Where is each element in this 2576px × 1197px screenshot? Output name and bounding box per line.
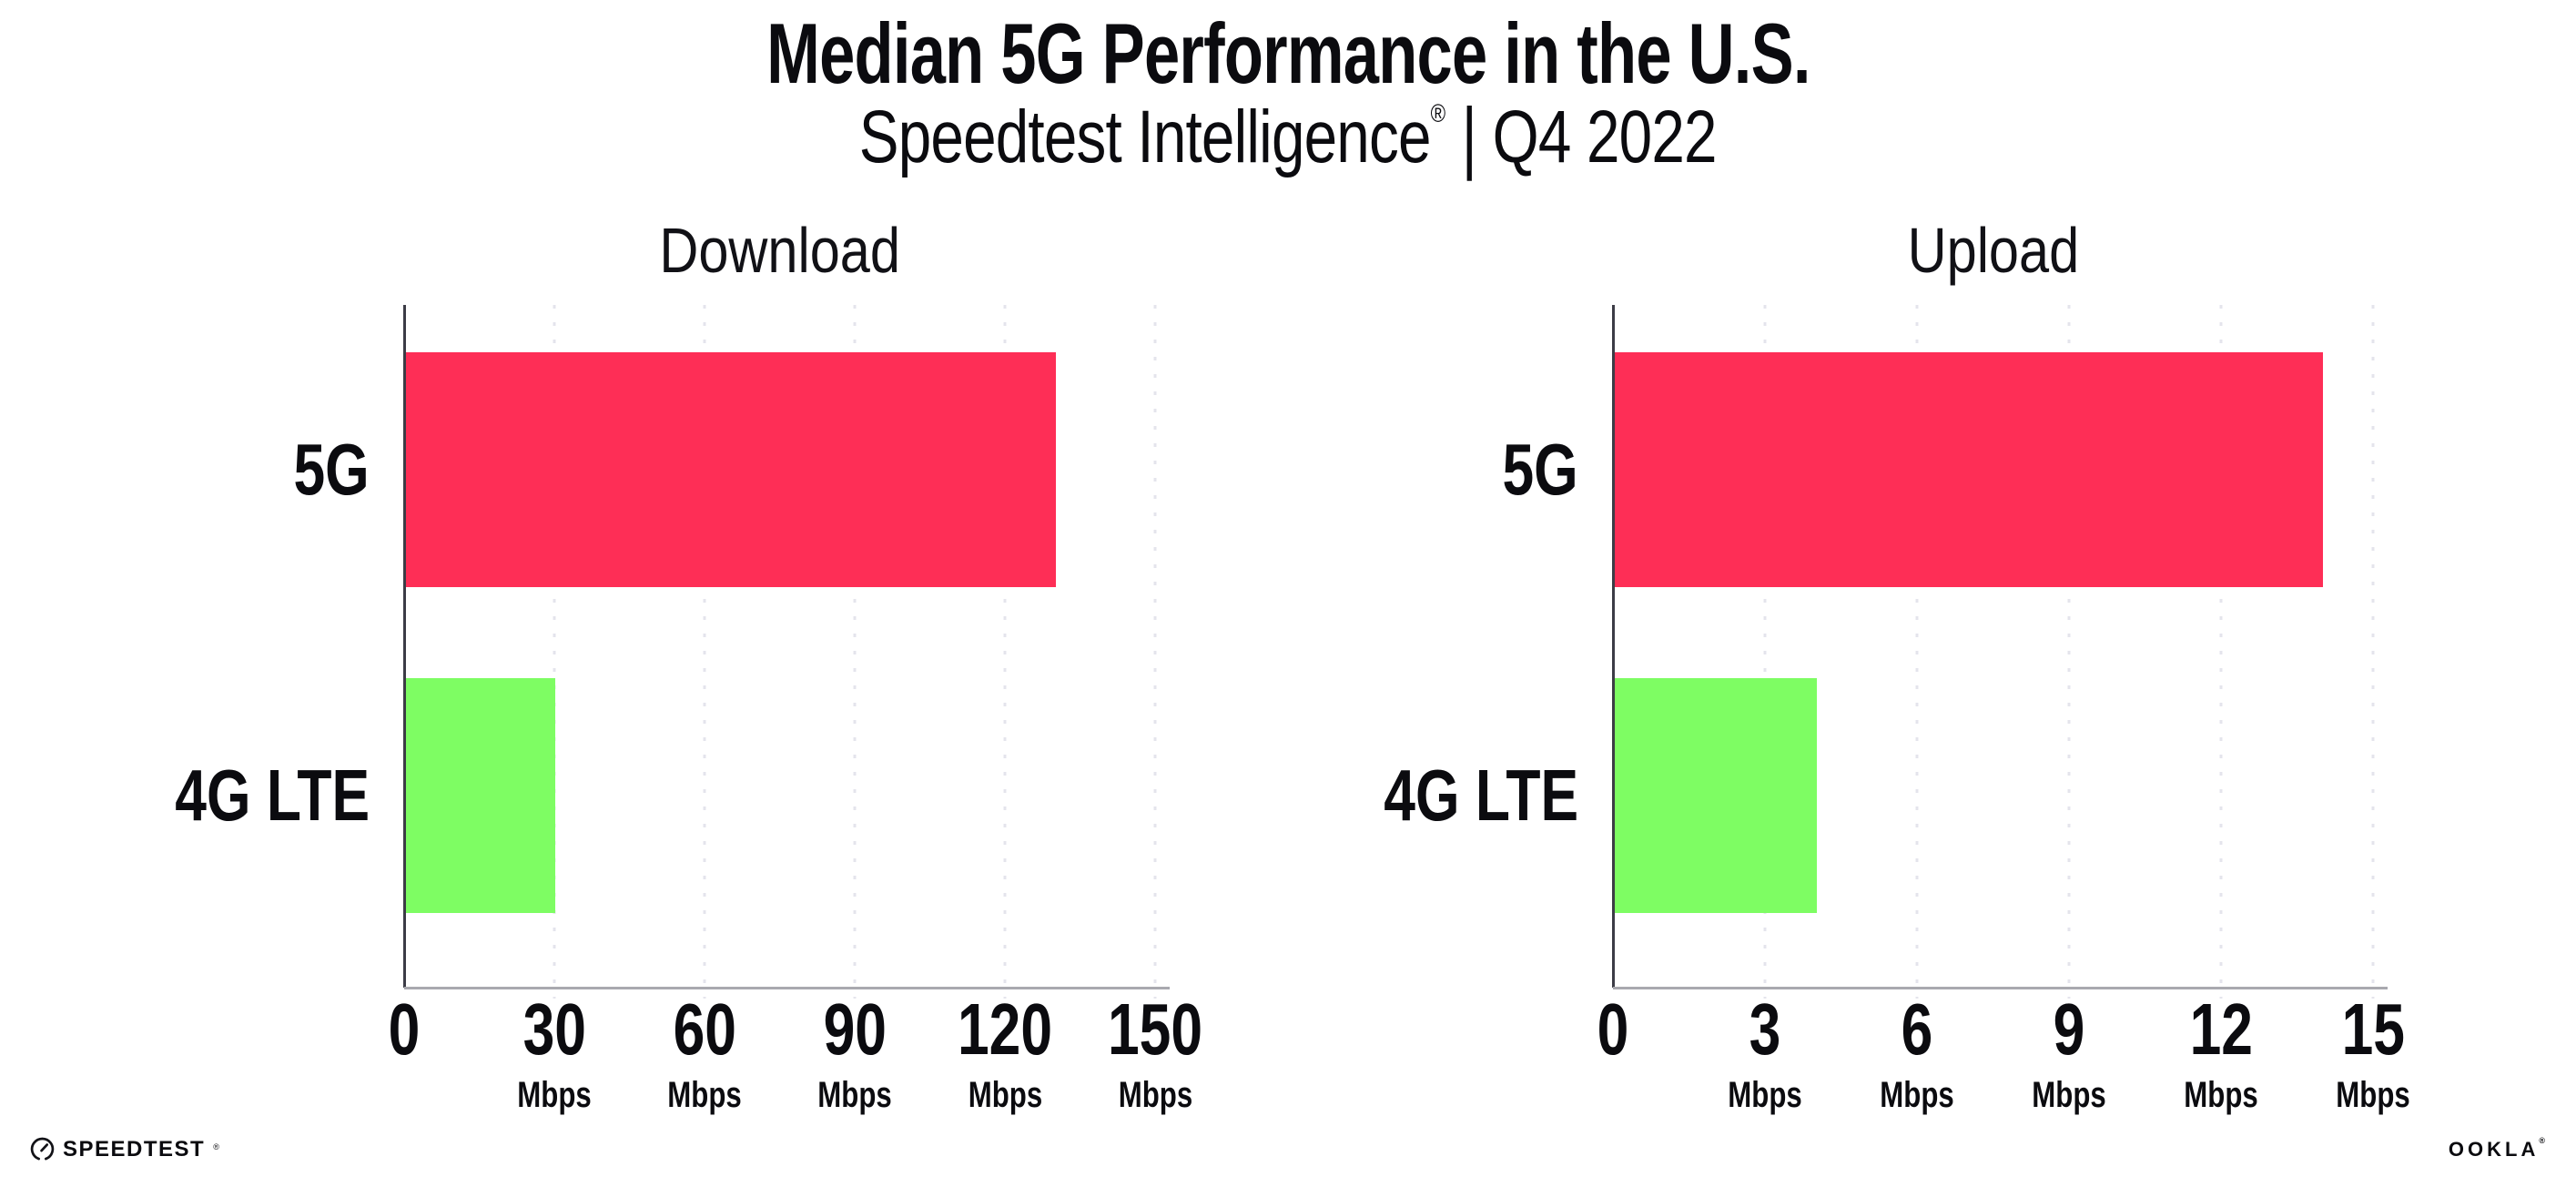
page-title: Median 5G Performance in the U.S. [0,5,2576,101]
gridline [1003,305,1007,999]
upload-plot-area: 5G 4G LTE [1384,305,2388,999]
y-axis-line [1612,305,1615,988]
gridline [2219,305,2223,999]
subtitle-brand: Speedtest Intelligence [859,96,1432,178]
download-chart-title: Download [659,215,900,286]
x-axis-line [1613,987,2388,989]
tick-120: 120 Mbps [957,989,1053,1115]
bar-5g-upload [1614,352,2324,587]
speedometer-gauge-icon [30,1137,55,1161]
tick-3: 3 Mbps [1728,989,1802,1115]
tick-9: 9 Mbps [2032,989,2106,1115]
speedtest-wordmark: SPEEDTEST [63,1136,206,1161]
x-axis-line [404,987,1170,989]
gridline [1915,305,1919,999]
bar-4g-lte-upload [1614,678,1817,913]
ookla-logo: OOKLA® [2448,1137,2549,1161]
download-plot-area: 5G 4G LTE [175,305,1170,999]
download-x-axis-ticks: 0 30 Mbps 60 Mbps 90 Mbps 120 Mbps 150 M… [389,989,1202,1159]
gridline [703,305,706,999]
registered-trademark-mark: ® [1430,99,1446,127]
tick-0: 0 [388,989,421,1070]
bar-5g-download [405,352,1056,587]
tick-6: 6 Mbps [1880,989,1954,1115]
speedtest-logo: SPEEDTEST ® [30,1137,219,1161]
gridline [1153,305,1157,999]
ookla-wordmark: OOKLA [2448,1138,2540,1161]
gridline [2371,305,2375,999]
upload-chart: Upload 5G 4G LTE 0 3 Mbps [1384,209,2410,1197]
gridline [853,305,857,999]
gridline [2067,305,2071,999]
tick-150: 150 Mbps [1107,989,1203,1115]
download-chart: Download 5G 4G LTE 0 30 Mbps [175,209,1202,1197]
category-label-4g-lte: 4G LTE [1384,755,1578,836]
subtitle-separator: | [1462,92,1477,182]
tick-15: 15 Mbps [2336,989,2410,1115]
category-label-4g-lte: 4G LTE [175,755,370,836]
subtitle-period: Q4 2022 [1492,96,1718,178]
speedtest-registered-mark: ® [213,1141,219,1151]
upload-x-axis-ticks: 0 3 Mbps 6 Mbps 9 Mbps 12 Mbps 15 Mbps [1597,989,2410,1159]
tick-12: 12 Mbps [2184,989,2258,1115]
tick-60: 60 Mbps [667,989,742,1115]
tick-0: 0 [1597,989,1629,1070]
report-subtitle: Speedtest Intelligence® | Q4 2022 [0,92,2576,182]
gridline [1763,305,1767,999]
y-axis-line [403,305,406,988]
category-label-5g: 5G [1502,429,1578,510]
tick-90: 90 Mbps [817,989,892,1115]
tick-30: 30 Mbps [517,989,592,1115]
gridline [553,305,556,999]
bar-4g-lte-download [405,678,555,913]
ookla-registered-mark: ® [2539,1136,2549,1145]
category-label-5g: 5G [293,429,370,510]
upload-chart-title: Upload [1907,215,2079,286]
page-title-text: Median 5G Performance in the U.S. [766,5,1810,101]
